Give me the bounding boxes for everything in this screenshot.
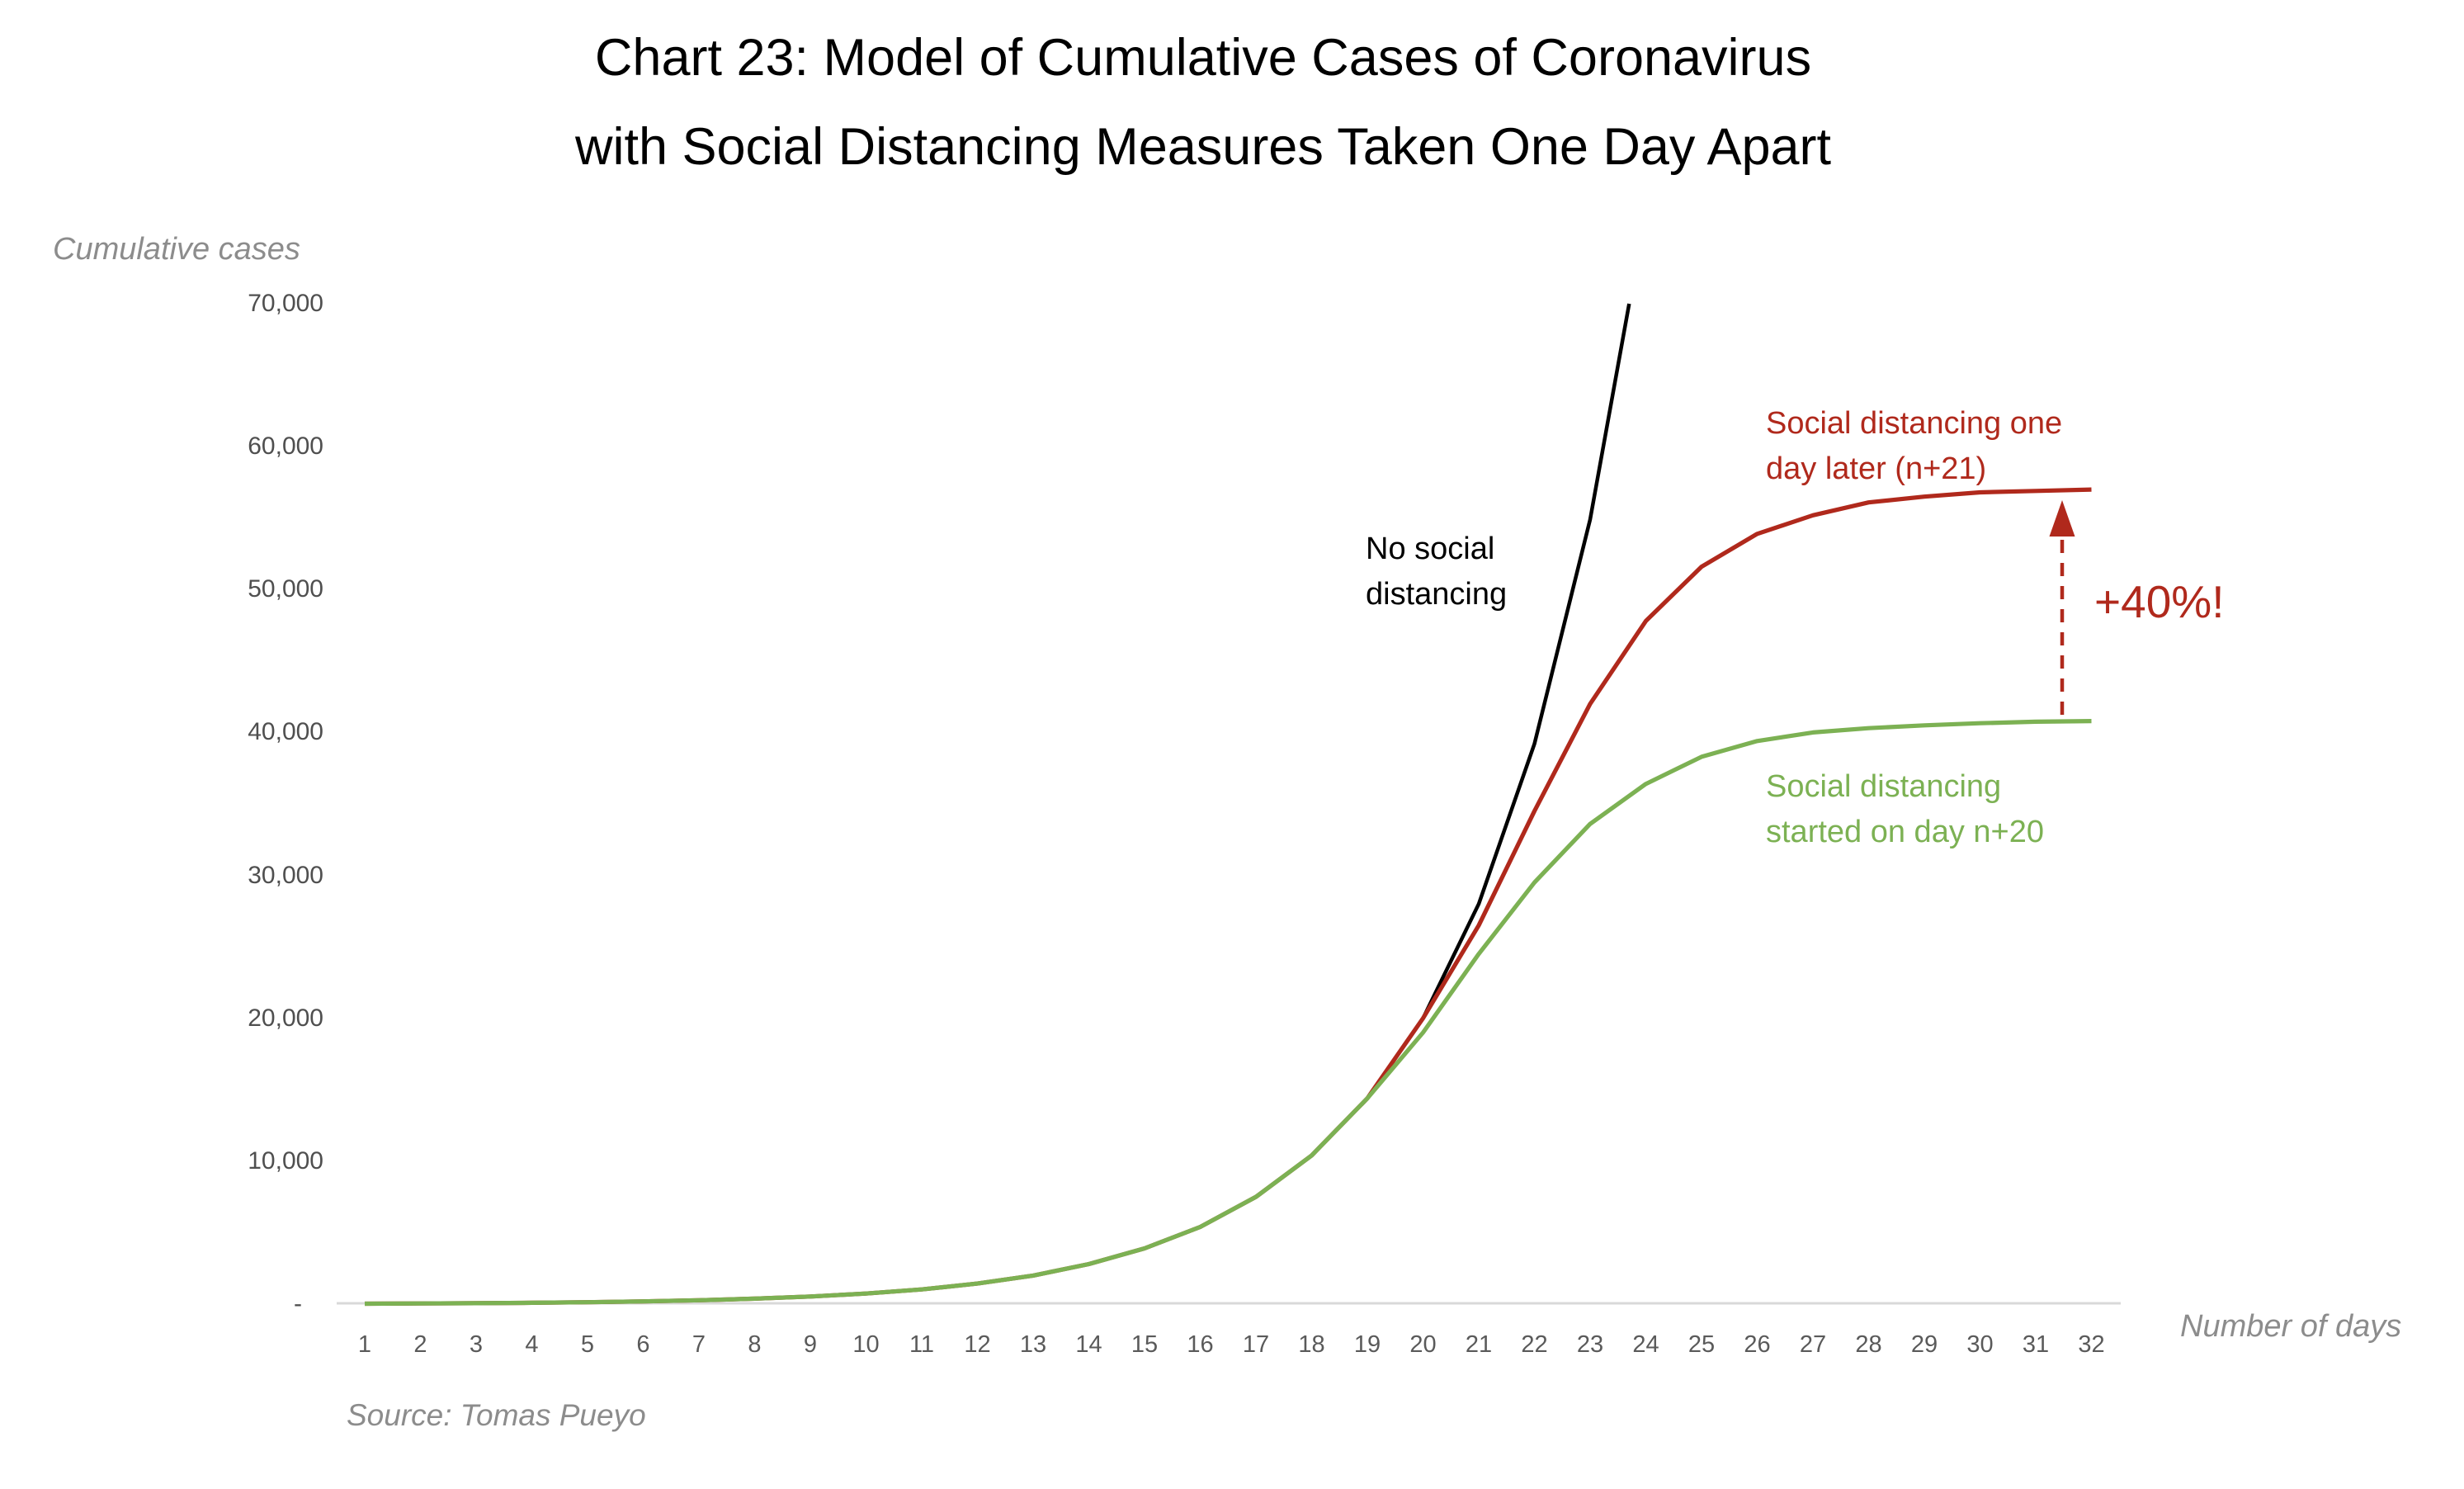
x-tick-label: 20 bbox=[1409, 1331, 1437, 1358]
x-tick-label: 14 bbox=[1075, 1331, 1102, 1358]
source-note: Source: Tomas Pueyo bbox=[347, 1398, 646, 1432]
y-tick-label: 10,000 bbox=[248, 1146, 323, 1175]
x-tick-label: 25 bbox=[1688, 1331, 1716, 1358]
x-tick-label: 21 bbox=[1465, 1331, 1493, 1358]
label-one-day-later-line1: Social distancing one bbox=[1766, 406, 2063, 441]
y-tick-label: 70,000 bbox=[248, 289, 323, 317]
label-started-day20-line1: Social distancing bbox=[1766, 769, 2002, 804]
x-tick-label: 32 bbox=[2078, 1331, 2105, 1358]
chart-title-line1: Chart 23: Model of Cumulative Cases of C… bbox=[594, 29, 1812, 87]
label-no-social-distancing: No social distancing bbox=[1366, 527, 1507, 617]
series-line-social-distancing-started-on-day-n-20 bbox=[364, 719, 2092, 1307]
y-tick-label: 40,000 bbox=[248, 718, 323, 746]
x-tick-label: 18 bbox=[1298, 1331, 1325, 1358]
y-tick-label: 20,000 bbox=[248, 1004, 323, 1032]
label-no-social-line2: distancing bbox=[1366, 577, 1508, 612]
label-no-social-line1: No social bbox=[1366, 532, 1495, 566]
x-tick-label: 2 bbox=[413, 1331, 427, 1358]
label-started-day20-line2: started on day n+20 bbox=[1766, 815, 2044, 849]
y-axis-title: Cumulative cases bbox=[53, 232, 300, 267]
x-tick-label: 3 bbox=[469, 1331, 484, 1358]
x-tick-label: 30 bbox=[1966, 1331, 1994, 1358]
x-tick-label: 11 bbox=[909, 1331, 935, 1358]
x-tick-label: 29 bbox=[1910, 1331, 1938, 1358]
x-axis-title: Number of days bbox=[2180, 1309, 2402, 1344]
x-tick-label: 9 bbox=[803, 1331, 818, 1358]
chart-title-line2: with Social Distancing Measures Taken On… bbox=[574, 118, 1832, 176]
pct-arrow-up-icon bbox=[2049, 500, 2075, 715]
x-tick-label: 8 bbox=[748, 1331, 762, 1358]
x-tick-label: 6 bbox=[636, 1331, 650, 1358]
series-line-no-social-distancing bbox=[364, 303, 1631, 1306]
label-one-day-later-line2: day later (n+21) bbox=[1766, 451, 1987, 486]
x-tick-label: 15 bbox=[1131, 1331, 1159, 1358]
x-tick-label: 5 bbox=[580, 1331, 595, 1358]
y-tick-label: - bbox=[294, 1290, 302, 1317]
chart-title: Chart 23: Model of Cumulative Cases of C… bbox=[31, 13, 2375, 191]
x-tick-label: 26 bbox=[1744, 1331, 1771, 1358]
series-layer bbox=[364, 303, 2092, 1307]
x-tick-label: 27 bbox=[1799, 1331, 1827, 1358]
x-tick-label: 16 bbox=[1187, 1331, 1214, 1358]
x-tick-label: 19 bbox=[1353, 1331, 1381, 1358]
x-tick-label: 4 bbox=[525, 1331, 539, 1358]
label-social-distancing-started-day-n20: Social distancing started on day n+20 bbox=[1766, 764, 2044, 855]
x-tick-label: 1 bbox=[357, 1331, 372, 1358]
series-line-social-distancing-one-day-later-n-21 bbox=[364, 487, 2092, 1307]
x-tick-label: 17 bbox=[1242, 1331, 1270, 1358]
y-tick-label: 50,000 bbox=[248, 575, 323, 603]
x-tick-label: 23 bbox=[1576, 1331, 1604, 1358]
x-tick-label: 10 bbox=[852, 1331, 880, 1358]
y-tick-label: 30,000 bbox=[248, 861, 323, 889]
x-tick-label: 7 bbox=[692, 1331, 706, 1358]
x-tick-label: 28 bbox=[1855, 1331, 1882, 1358]
x-tick-label: 22 bbox=[1521, 1331, 1548, 1358]
y-tick-label: 60,000 bbox=[248, 433, 323, 461]
pct-increase-callout: +40%! bbox=[2094, 576, 2225, 627]
label-social-distancing-one-day-later: Social distancing one day later (n+21) bbox=[1766, 401, 2062, 492]
x-tick-label: 13 bbox=[1019, 1331, 1047, 1358]
x-tick-label: 24 bbox=[1632, 1331, 1659, 1358]
arrow-head bbox=[2049, 500, 2075, 537]
x-tick-label: 31 bbox=[2022, 1331, 2050, 1358]
x-tick-label: 12 bbox=[964, 1331, 991, 1358]
